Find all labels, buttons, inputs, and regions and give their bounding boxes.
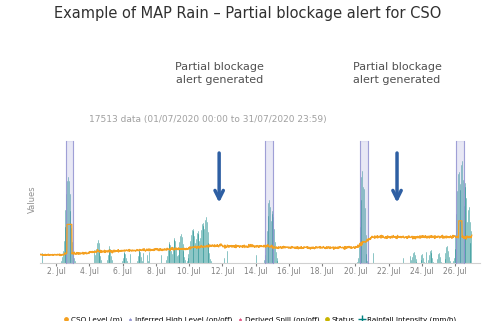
Y-axis label: Values: Values [28, 185, 37, 213]
Bar [456, 141, 464, 263]
Bar [265, 141, 273, 263]
Bar [360, 141, 367, 263]
Bar [66, 141, 73, 263]
Legend: CSO Level (m), Inferred High Level (on/off), Derived Spill (on/off), Status, Rai: CSO Level (m), Inferred High Level (on/o… [60, 314, 459, 321]
Text: Partial blockage
alert generated: Partial blockage alert generated [175, 62, 263, 85]
Text: 17513 data (01/07/2020 00:00 to 31/07/2020 23:59): 17513 data (01/07/2020 00:00 to 31/07/20… [89, 115, 327, 124]
Text: Partial blockage
alert generated: Partial blockage alert generated [352, 62, 442, 85]
Text: Example of MAP Rain – Partial blockage alert for CSO: Example of MAP Rain – Partial blockage a… [54, 6, 441, 22]
